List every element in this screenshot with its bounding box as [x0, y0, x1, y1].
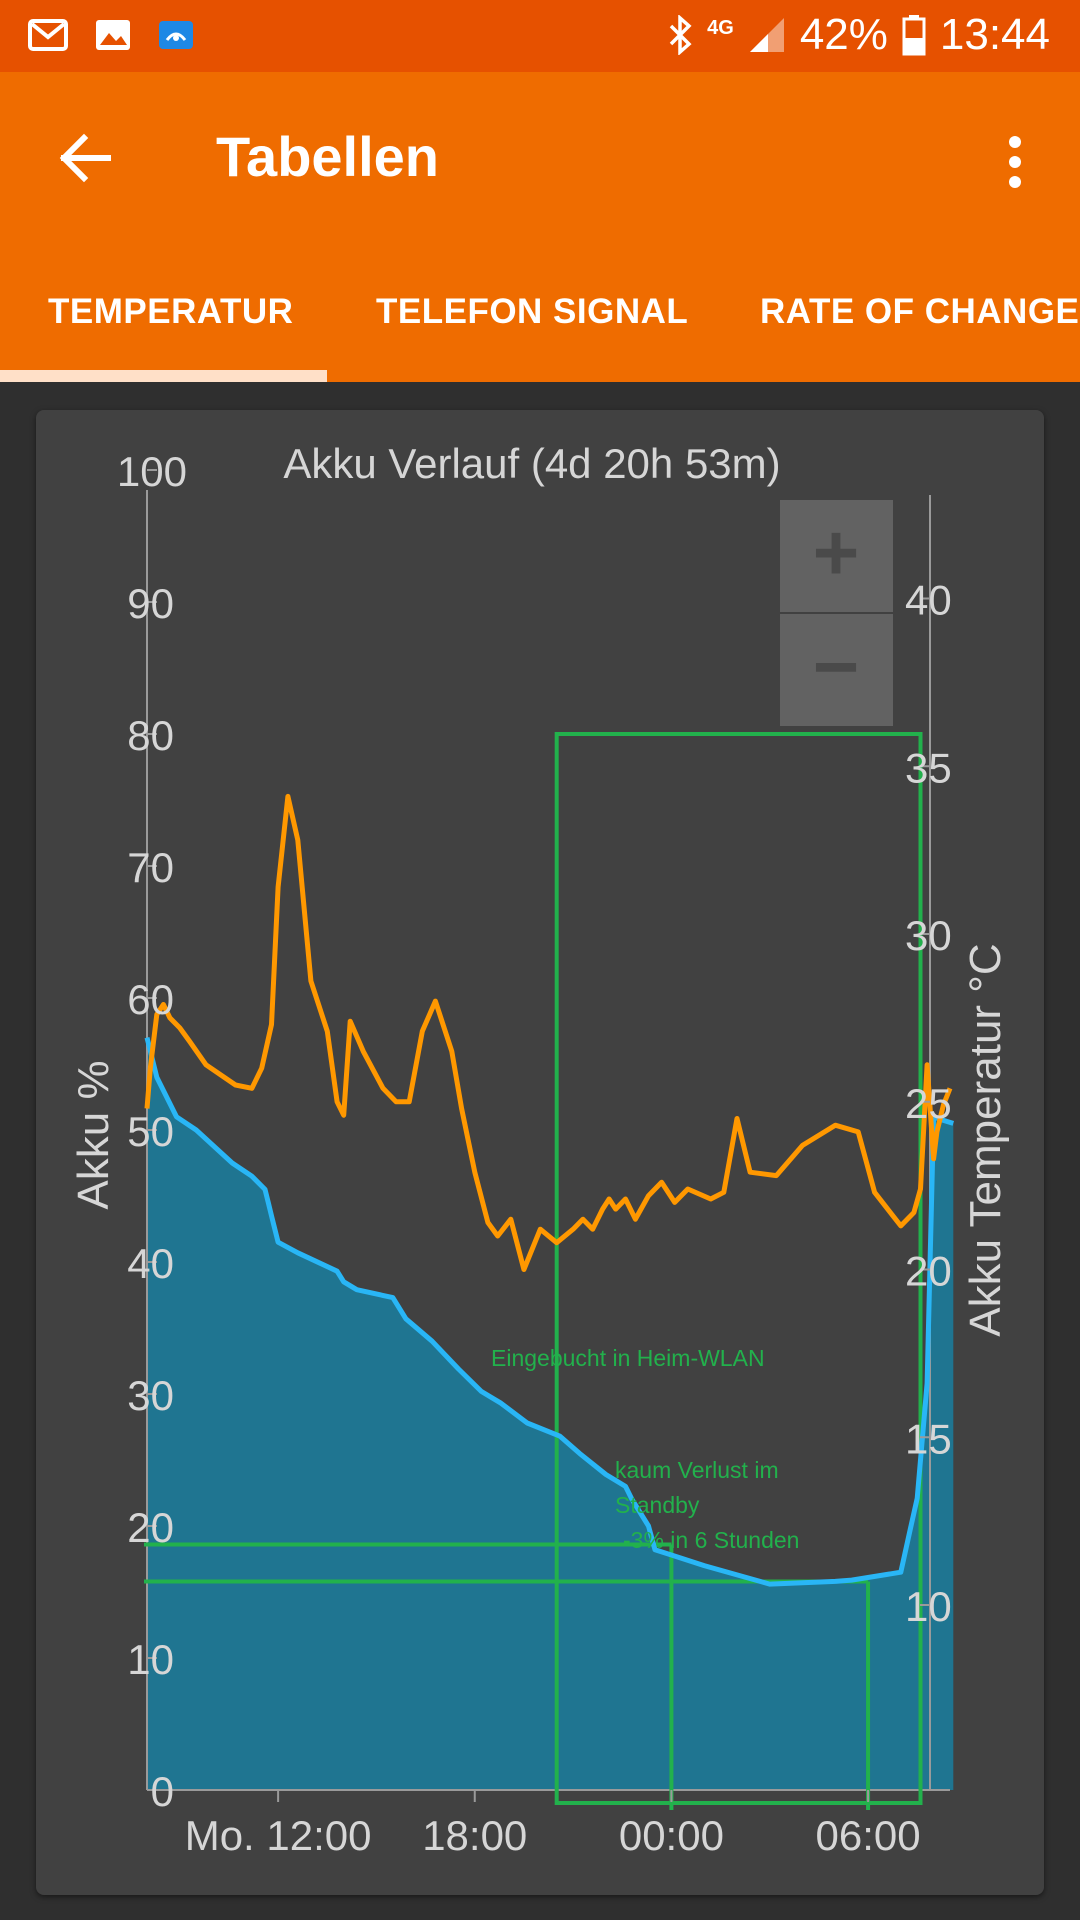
zoom-in-button[interactable] [780, 500, 893, 612]
chart-title: Akku Verlauf (4d 20h 53m) [283, 440, 780, 487]
annotation-wlan: Eingebucht in Heim-WLAN [491, 1345, 765, 1371]
tab-telefon-signal[interactable]: TELEFON SIGNAL [376, 292, 689, 331]
x-tick-label: 00:00 [619, 1812, 724, 1859]
tab-temperatur[interactable]: TEMPERATUR [48, 292, 294, 331]
y-axis-label: Akku % [69, 1060, 118, 1209]
y2-tick-label: 10 [905, 1583, 952, 1630]
zoom-controls: + − [780, 500, 893, 726]
annotation-standby-line3: -3% in 6 Stunden [623, 1527, 799, 1553]
zoom-in-label: + [813, 508, 860, 597]
y-tick-label: 20 [127, 1504, 174, 1551]
x-tick-label: Mo. 12:00 [185, 1812, 372, 1859]
mail-icon [28, 19, 68, 51]
zoom-out-label: − [813, 622, 860, 711]
y-tick-label: 50 [127, 1108, 174, 1155]
signal-icon [749, 18, 784, 52]
y-tick-label: 40 [127, 1240, 174, 1287]
tab-indicator [0, 370, 327, 382]
y2-tick-label: 35 [905, 744, 952, 791]
y-tick-label: 80 [127, 712, 174, 759]
y2-tick-label: 30 [905, 912, 952, 959]
more-options-icon[interactable] [1000, 132, 1030, 192]
status-right: 4G 42% 13:44 [667, 10, 1050, 60]
page-title: Tabellen [216, 125, 440, 188]
annotation-standby-line1: kaum Verlust im [615, 1457, 779, 1483]
y2-tick-label: 25 [905, 1080, 952, 1127]
bluetooth-icon [669, 15, 692, 55]
y2-tick-label: 15 [905, 1415, 952, 1462]
notification-icons [28, 18, 194, 52]
app-icon [159, 21, 193, 49]
x-tick-label: 06:00 [816, 1812, 921, 1859]
y-tick-label: 70 [127, 844, 174, 891]
image-icon [96, 20, 130, 50]
y-tick-label: 100 [117, 448, 187, 495]
battery-line [144, 1036, 955, 1587]
app-bar: Tabellen TEMPERATUR TELEFON SIGNAL RATE … [0, 72, 1080, 382]
y-tick-label: 30 [127, 1372, 174, 1419]
status-bar: 4G 42% 13:44 [0, 0, 1080, 72]
temperature-line [144, 793, 953, 1272]
y-tick-label: 10 [127, 1636, 174, 1683]
y2-tick-label: 20 [905, 1248, 952, 1295]
annotation-standby-line2: Standby [615, 1492, 700, 1518]
tab-rate-of-change[interactable]: RATE OF CHANGE [760, 292, 1080, 331]
y-tick-label: 90 [127, 580, 174, 627]
battery-percent: 42% [799, 10, 888, 59]
x-tick-label: 18:00 [422, 1812, 527, 1859]
y-tick-label: 60 [127, 976, 174, 1023]
clock: 13:44 [939, 10, 1050, 59]
battery-area [147, 1037, 954, 1790]
y2-tick-label: 40 [905, 577, 952, 624]
battery-icon [902, 15, 926, 56]
y2-axis-label: Akku Temperatur °C [961, 943, 1010, 1336]
zoom-out-button[interactable] [780, 614, 893, 726]
network-type: 4G [707, 16, 734, 39]
y-tick-label: 0 [151, 1768, 174, 1815]
back-arrow-icon[interactable] [56, 128, 116, 188]
